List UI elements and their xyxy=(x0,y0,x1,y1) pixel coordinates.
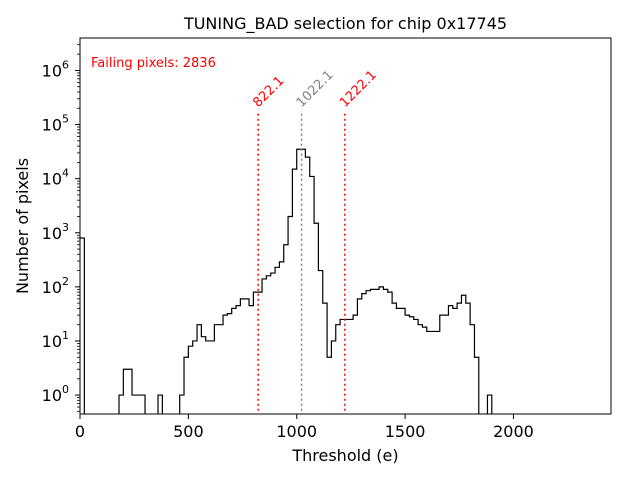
threshold-label-3: 1222.1 xyxy=(337,68,380,111)
y-tick-label: 101 xyxy=(42,329,69,351)
y-axis: 100 101 102 103 104 105 106 xyxy=(42,44,80,412)
y-tick-label: 103 xyxy=(42,221,69,243)
threshold-label-2: 1022.1 xyxy=(294,68,337,111)
y-tick-label: 104 xyxy=(42,167,69,189)
x-tick-label: 1500 xyxy=(385,422,426,441)
y-axis-label: Number of pixels xyxy=(13,158,32,294)
plot-area: 822.1 1022.1 1222.1 xyxy=(80,68,493,414)
x-axis: 0 500 1000 1500 2000 xyxy=(75,414,534,441)
x-axis-label: Threshold (e) xyxy=(291,446,398,465)
chart-title: TUNING_BAD selection for chip 0x17745 xyxy=(183,14,507,34)
x-tick-label: 2000 xyxy=(493,422,534,441)
x-tick-label: 0 xyxy=(75,422,85,441)
x-tick-label: 1000 xyxy=(276,422,317,441)
y-tick-label: 106 xyxy=(42,58,69,80)
failing-pixels-annotation: Failing pixels: 2836 xyxy=(91,56,216,71)
y-tick-label: 100 xyxy=(42,383,69,405)
x-tick-label: 500 xyxy=(173,422,204,441)
threshold-label-1: 822.1 xyxy=(250,74,287,111)
axes-frame xyxy=(79,37,612,415)
y-tick-label: 102 xyxy=(42,275,69,297)
histogram-line xyxy=(80,148,493,414)
y-tick-label: 105 xyxy=(42,113,69,135)
